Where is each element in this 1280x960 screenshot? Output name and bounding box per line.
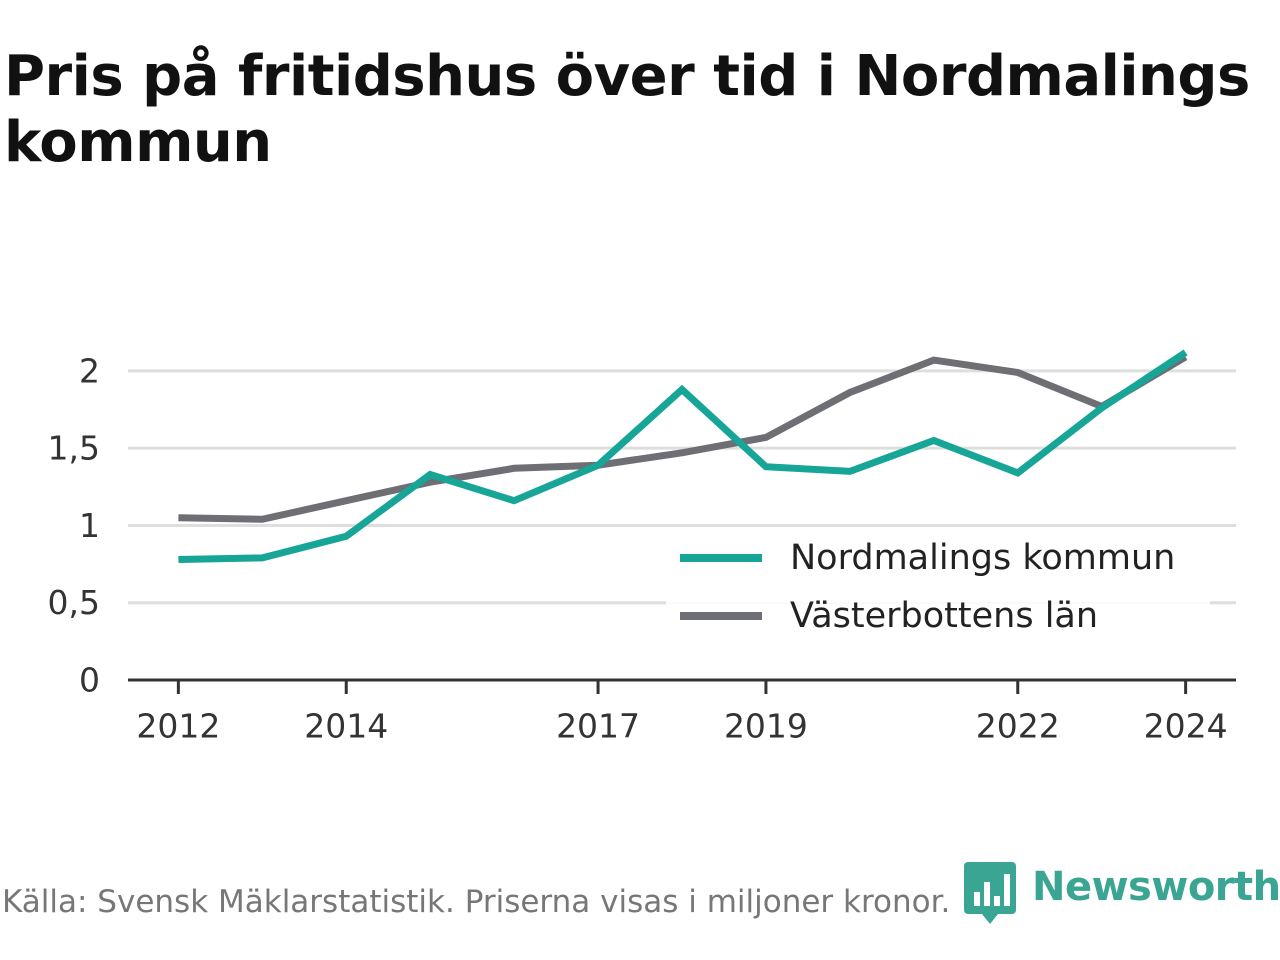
x-tick-label: 2014 bbox=[304, 707, 388, 746]
y-tick-label: 1 bbox=[79, 506, 100, 545]
legend: Nordmalings kommun Västerbottens län bbox=[666, 530, 1210, 646]
series-line-vasterbottens-lan bbox=[178, 353, 1188, 523]
chart-title: Pris på fritidshus över tid i Nordmaling… bbox=[4, 44, 1250, 175]
y-axis-ticks: 0 0,5 1 1,5 2 bbox=[48, 351, 100, 699]
legend-background bbox=[666, 530, 1210, 602]
brand-name: Newsworthy bbox=[1032, 864, 1280, 910]
x-tick-label: 2017 bbox=[556, 707, 640, 746]
x-tick-label: 2022 bbox=[976, 707, 1060, 746]
y-tick-label: 1,5 bbox=[48, 429, 100, 468]
series-line-nordmalings-kommun bbox=[178, 349, 1188, 563]
x-tick-label: 2024 bbox=[1144, 707, 1228, 746]
series-lines bbox=[178, 349, 1188, 563]
legend-label: Västerbottens län bbox=[790, 596, 1098, 636]
source-note: Källa: Svensk Mäklarstatistik. Priserna … bbox=[2, 884, 951, 920]
x-axis: 2012 2014 2017 2019 2022 2024 bbox=[128, 678, 1236, 746]
bar-chart-speech-bubble-icon bbox=[964, 862, 1016, 924]
brand: Newsworthy bbox=[964, 862, 1280, 926]
y-tick-label: 2 bbox=[79, 351, 100, 390]
y-tick-label: 0,5 bbox=[48, 583, 100, 622]
legend-background bbox=[666, 602, 1210, 646]
y-tick-label: 0 bbox=[79, 661, 100, 700]
legend-label: Nordmalings kommun bbox=[790, 538, 1175, 578]
x-tick-label: 2012 bbox=[136, 707, 220, 746]
x-tick-label: 2019 bbox=[724, 707, 808, 746]
